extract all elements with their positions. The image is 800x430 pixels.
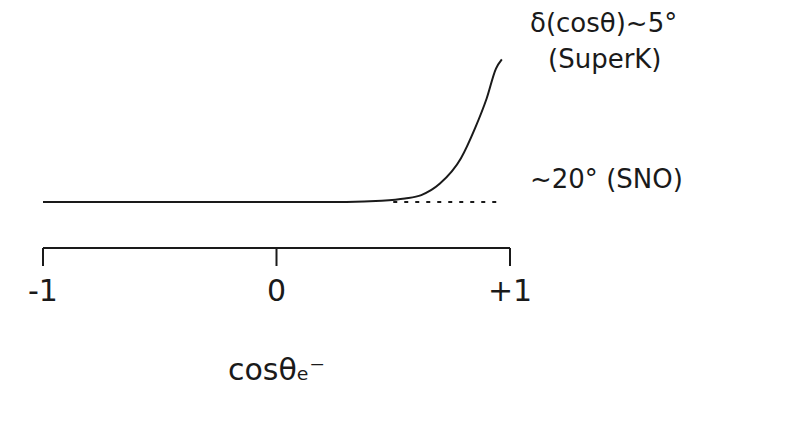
svg-text:-1: -1 xyxy=(28,273,58,308)
svg-text:0: 0 xyxy=(267,273,286,308)
svg-text:cosθₑ⁻: cosθₑ⁻ xyxy=(228,352,325,387)
html-text:~20° (SNO): ~20° (SNO) xyxy=(530,164,683,194)
html-text:δ(cosθ)~5°: δ(cosθ)~5° xyxy=(530,8,678,38)
svg-text:+1: +1 xyxy=(488,273,532,308)
html-text:(SuperK): (SuperK) xyxy=(548,44,662,74)
